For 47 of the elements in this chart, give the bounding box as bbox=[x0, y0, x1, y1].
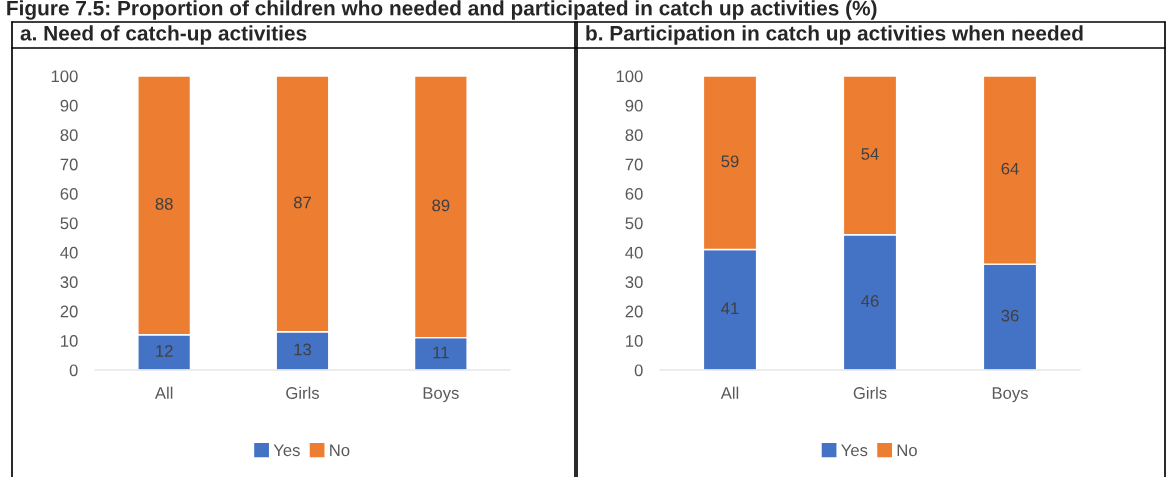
chart-title: a. Need of catch-up activities bbox=[20, 25, 307, 45]
data-label: 88 bbox=[155, 198, 173, 210]
y-tick-label: 50 bbox=[625, 217, 643, 230]
data-label: 11 bbox=[433, 346, 449, 359]
data-label: 64 bbox=[1001, 162, 1019, 175]
x-tick-label: All bbox=[720, 386, 739, 399]
y-tick-label: 0 bbox=[69, 364, 78, 377]
y-tick-label: 40 bbox=[60, 246, 78, 259]
y-tick-label: 60 bbox=[60, 188, 78, 200]
y-tick-label: 90 bbox=[625, 99, 643, 112]
data-label: 54 bbox=[861, 148, 879, 160]
y-tick-label: 80 bbox=[60, 129, 78, 141]
data-label: 59 bbox=[721, 155, 739, 168]
y-tick-label: 70 bbox=[625, 158, 643, 171]
data-label: 87 bbox=[293, 196, 311, 209]
chart-title: b. Participation in catch up activities when needed bbox=[586, 25, 1083, 45]
data-label: 89 bbox=[432, 199, 450, 212]
y-tick-label: 30 bbox=[625, 276, 643, 288]
y-tick-label: 80 bbox=[625, 129, 643, 141]
legend-label: Yes bbox=[273, 444, 300, 457]
legend-label: Yes bbox=[841, 444, 868, 457]
data-label: 36 bbox=[1001, 309, 1019, 322]
caption: Figure 7.5: Proportion of children who needed and participated in catch up activities (%) bbox=[7, 0, 877, 20]
legend-label: No bbox=[330, 444, 350, 457]
y-tick-label: 20 bbox=[60, 305, 78, 318]
x-tick-label: All bbox=[154, 386, 173, 399]
legend-label: No bbox=[897, 444, 917, 457]
y-tick-label: 100 bbox=[616, 70, 643, 83]
x-tick-label: Girls bbox=[286, 386, 320, 399]
x-tick-label: Boys bbox=[992, 387, 1028, 403]
data-label: 12 bbox=[156, 345, 173, 357]
data-label: 13 bbox=[294, 343, 312, 356]
y-tick-label: 10 bbox=[61, 335, 78, 347]
x-tick-label: Girls bbox=[853, 386, 887, 399]
y-tick-label: 0 bbox=[634, 364, 643, 377]
y-tick-label: 60 bbox=[625, 188, 643, 200]
y-tick-label: 90 bbox=[60, 99, 78, 112]
y-tick-label: 40 bbox=[625, 246, 643, 259]
y-tick-label: 10 bbox=[626, 335, 643, 347]
y-tick-label: 30 bbox=[60, 276, 78, 288]
y-tick-label: 100 bbox=[51, 70, 78, 83]
y-tick-label: 50 bbox=[60, 217, 78, 230]
y-tick-label: 70 bbox=[60, 158, 78, 171]
data-label: 46 bbox=[861, 295, 879, 307]
y-tick-label: 20 bbox=[625, 305, 643, 318]
x-tick-label: Boys bbox=[423, 387, 459, 403]
data-label: 41 bbox=[721, 302, 739, 315]
